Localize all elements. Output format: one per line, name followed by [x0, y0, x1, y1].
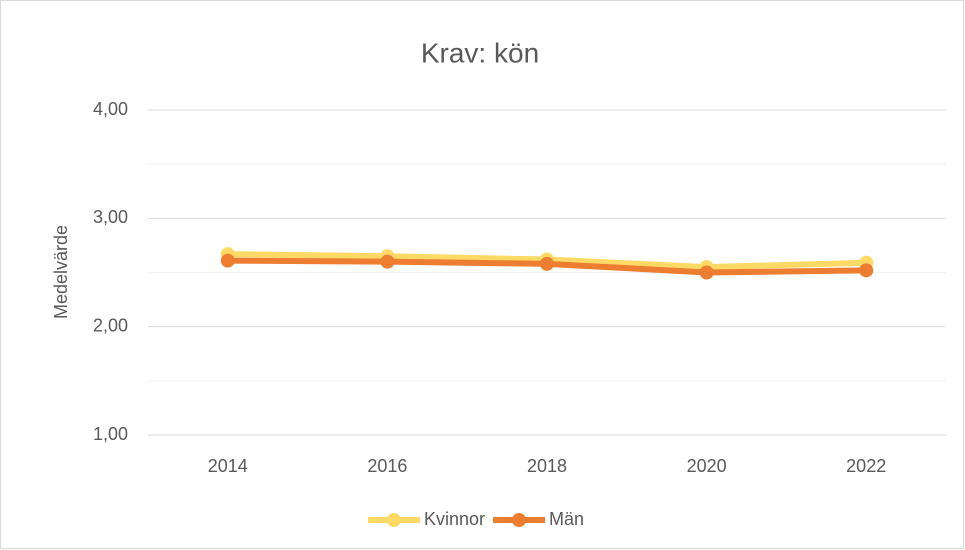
series-marker: [220, 253, 235, 268]
y-tick-label: 1,00: [93, 424, 128, 444]
legend-label: Kvinnor: [424, 509, 485, 529]
x-tick-label: 2016: [367, 456, 407, 476]
legend-marker: [387, 513, 401, 527]
series-marker: [540, 256, 554, 271]
legend-label: Män: [549, 509, 584, 529]
y-tick-label: 4,00: [93, 99, 128, 119]
series-marker: [380, 254, 395, 269]
series-marker: [699, 265, 714, 280]
x-tick-label: 2018: [527, 456, 567, 476]
y-tick-label: 2,00: [93, 315, 128, 335]
x-tick-label: 2020: [687, 456, 727, 476]
y-tick-label: 3,00: [93, 207, 128, 227]
series-marker: [859, 263, 874, 278]
legend-item: Män: [493, 509, 584, 529]
x-tick-label: 2014: [208, 456, 248, 476]
legend-marker: [512, 513, 527, 527]
x-tick-label: 2022: [846, 456, 886, 476]
legend-item: Kvinnor: [368, 509, 485, 529]
chart-title: Krav: kön: [421, 37, 539, 68]
y-axis-label: Medelvärde: [51, 225, 71, 319]
